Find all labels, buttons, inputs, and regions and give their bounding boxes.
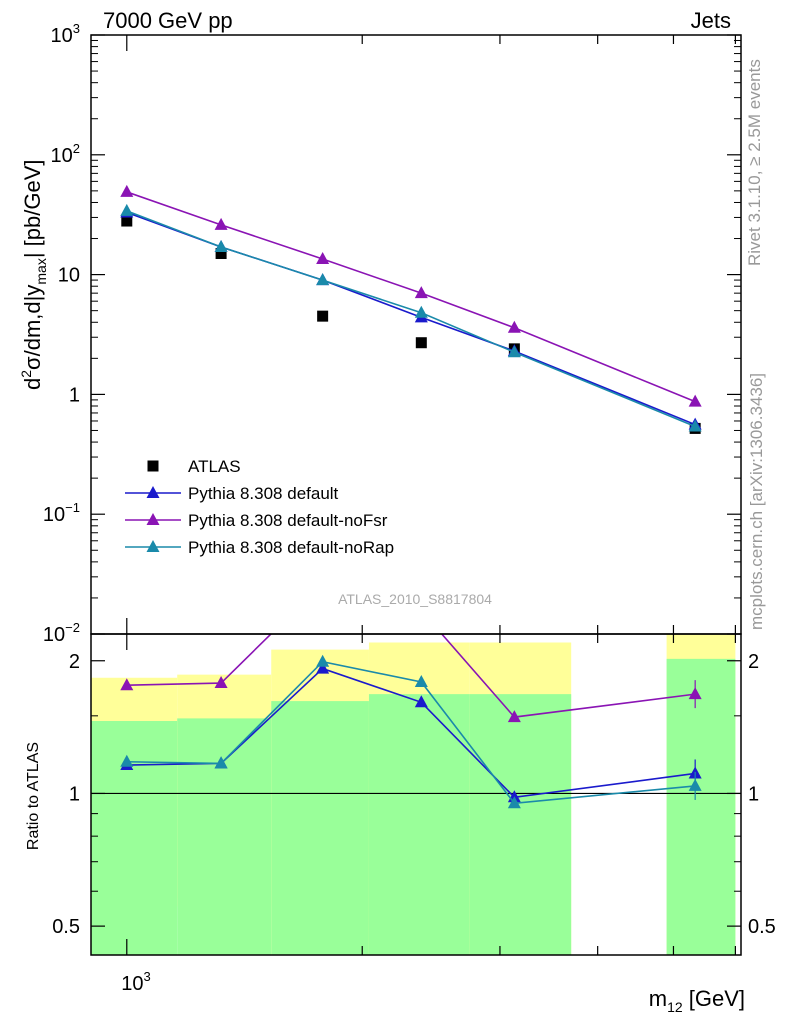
legend-label-noRap: Pythia 8.308 default-noRap [188, 538, 394, 557]
main-y-axis-label: d2σ/dm,d|ymax| [pb/GeV] [18, 160, 49, 390]
x-axis-label: m12 [GeV] [649, 986, 745, 1015]
band-inner-4 [469, 694, 572, 955]
x-tick-label-1000: 103 [121, 969, 150, 995]
ratio-point-noFsr [120, 678, 134, 691]
main-line-noRap [126, 210, 696, 428]
ratio-point-default [316, 661, 330, 674]
main-point-noRap [214, 239, 228, 252]
band-inner-0 [91, 720, 178, 955]
band-inner-3 [368, 694, 470, 955]
main-point-noRap [120, 203, 134, 216]
ratio-point-noRap [414, 674, 428, 687]
header-left: 7000 GeV pp [103, 8, 233, 33]
main-y-tick-label: 102 [51, 141, 80, 167]
ratio-line-noFsr [126, 634, 696, 718]
mcplots-label: mcplots.cern.ch [arXiv:1306.3436] [747, 373, 766, 630]
analysis-id-label: ATLAS_2010_S8817804 [338, 591, 492, 607]
ratio-point-noFsr [316, 576, 329, 588]
main-point-noFsr [214, 217, 228, 230]
ratio-uncertainty-bands [91, 634, 736, 955]
ratio-series-clipped [120, 576, 702, 809]
legend-label-data: ATLAS [188, 457, 241, 476]
ratio-point-noFsr [507, 710, 521, 723]
ratio-frame [90, 633, 742, 956]
ratio-y-tick-label-right: 0.5 [748, 916, 776, 938]
band-inner-2 [271, 701, 369, 955]
ratio-y-tick-label: 0.5 [52, 916, 80, 938]
header-right: Jets [691, 8, 731, 33]
main-y-tick-label: 103 [51, 21, 80, 47]
main-point-noFsr [316, 251, 330, 264]
ratio-y-tick-label-right: 2 [748, 651, 759, 673]
ratio-y-tick-label-right: 1 [748, 783, 759, 805]
ratio-point-noRap [316, 654, 330, 667]
main-y-tick-label: 1 [69, 384, 80, 406]
band-inner-1 [177, 718, 272, 955]
ratio-point-noRap [214, 756, 228, 769]
legend-marker-noRap [146, 540, 160, 552]
data-point [317, 310, 329, 322]
ratio-line-noRap [126, 660, 696, 805]
main-y-tick-label: 10 [58, 265, 80, 287]
legend-marker-noFsr [146, 513, 160, 525]
data-point [121, 215, 133, 227]
ratio-series [120, 576, 702, 809]
legend-label-noFsr: Pythia 8.308 default-noFsr [188, 511, 388, 530]
legend-marker-data [147, 460, 159, 472]
ratio-point-noFsr [214, 676, 228, 689]
main-point-noRap [414, 305, 428, 318]
main-point-noRap [507, 345, 521, 358]
ratio-point-default [414, 695, 428, 708]
rivet-version-label: Rivet 3.1.10, ≥ 2.5M events [745, 59, 764, 266]
main-point-noFsr [414, 286, 428, 299]
ratio-point-noRap [120, 754, 134, 767]
main-y-tick-label: 10−2 [43, 620, 80, 646]
ratio-point-noRap [507, 796, 521, 809]
main-point-noRap [316, 273, 330, 286]
ratio-point-noFsr [688, 687, 702, 700]
data-point [415, 337, 427, 349]
main-series [120, 184, 702, 434]
main-line-noFsr [126, 191, 696, 403]
ratio-bands-clipped [91, 634, 736, 955]
legend-label-default: Pythia 8.308 default [188, 484, 339, 503]
legend: ATLAS Pythia 8.308 default Pythia 8.308 de… [125, 457, 394, 557]
ratio-y-tick-label: 1 [69, 783, 80, 805]
ratio-y-tick-label: 2 [69, 651, 80, 673]
main-point-noFsr [688, 394, 702, 407]
ratio-y-axis-label: Ratio to ATLAS [25, 742, 42, 850]
main-point-noFsr [120, 184, 134, 197]
band-inner-5 [666, 658, 736, 955]
main-y-tick-label: 10−1 [43, 500, 80, 526]
legend-marker-default [146, 486, 160, 498]
main-point-noRap [688, 419, 702, 432]
data-point [215, 248, 227, 260]
ratio-point-noRap [688, 778, 702, 791]
main-point-noFsr [507, 320, 521, 333]
